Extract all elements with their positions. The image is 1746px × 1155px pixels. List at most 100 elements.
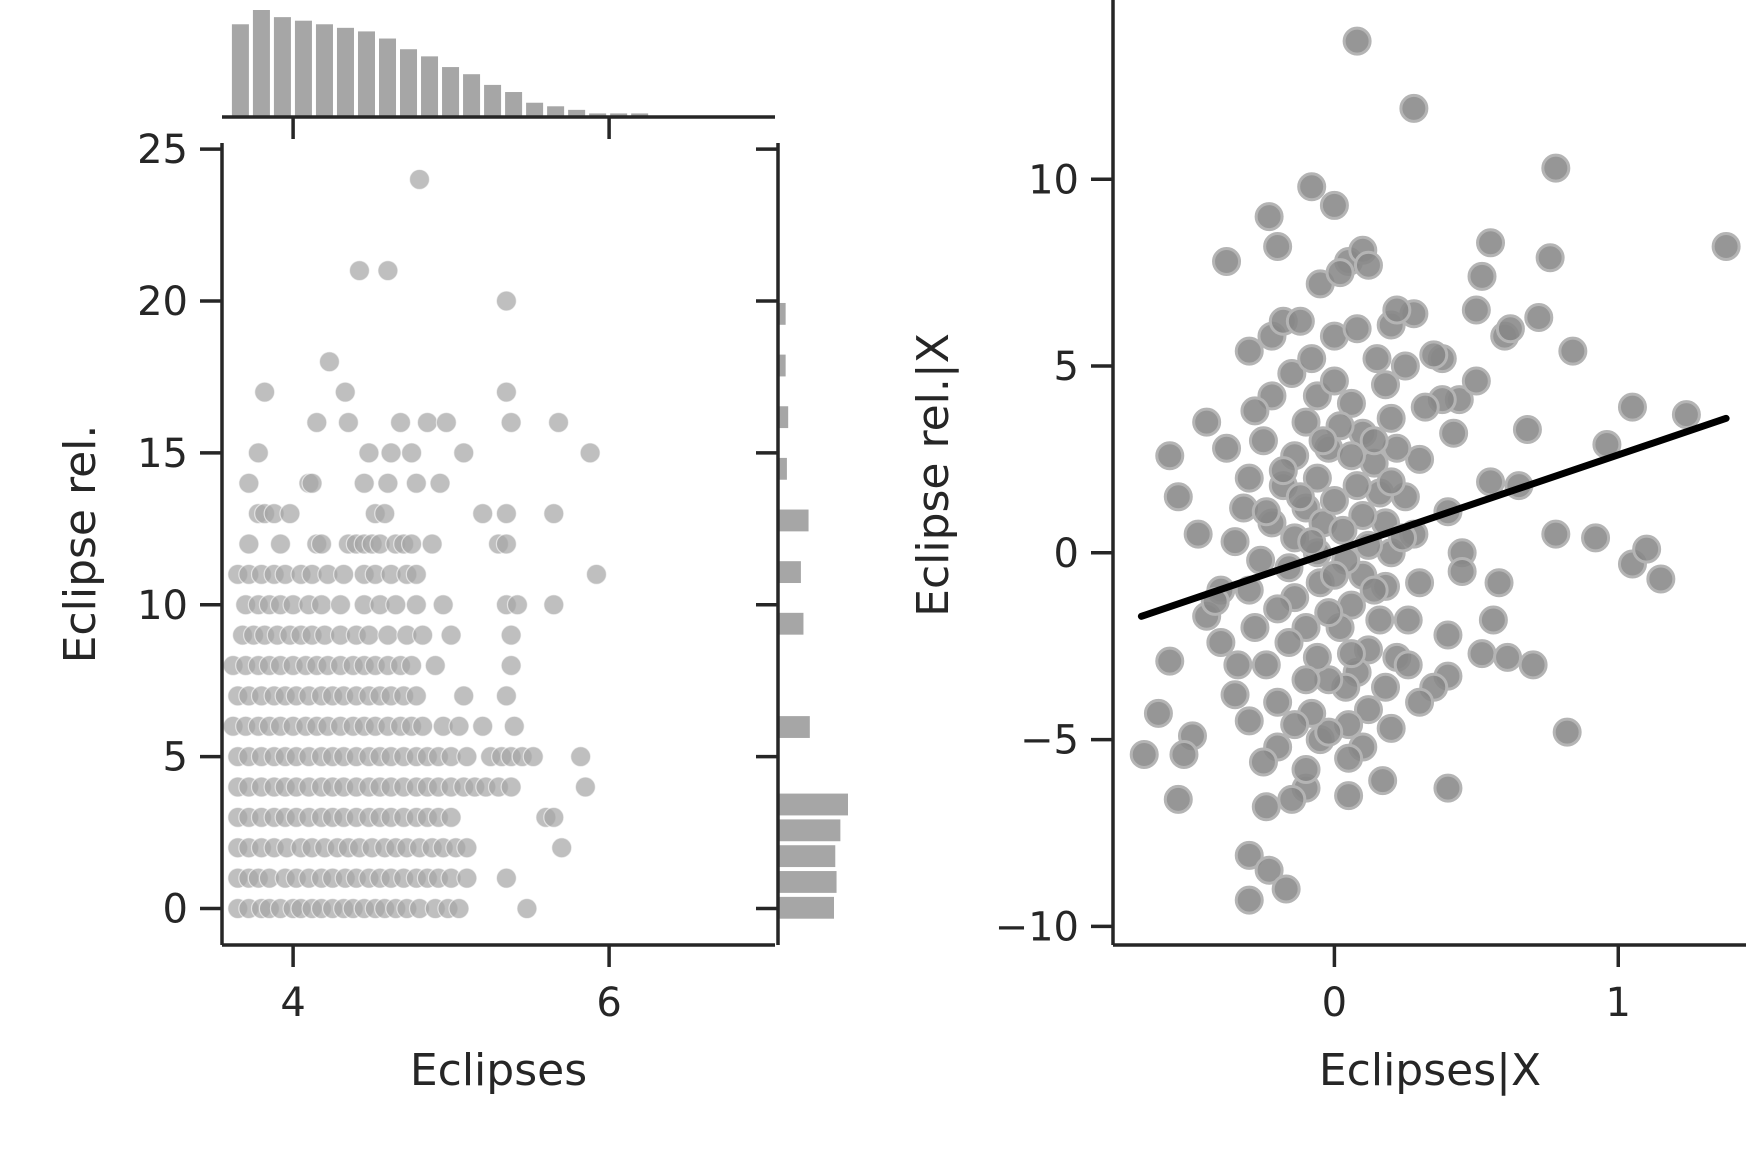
scatter-point <box>495 381 517 403</box>
y-tick-label: 25 <box>137 127 188 173</box>
y-tick-label: 0 <box>163 887 188 933</box>
scatter-point <box>405 685 427 707</box>
scatter-point <box>543 594 565 616</box>
histogram-bar <box>463 74 481 117</box>
histogram-bar <box>778 793 848 816</box>
scatter-point <box>1325 258 1355 288</box>
scatter-point <box>301 472 323 494</box>
scatter-point <box>1711 232 1741 262</box>
scatter-point <box>1212 433 1242 463</box>
histogram-bar <box>631 113 649 117</box>
scatter-point <box>377 624 399 646</box>
scatter-point <box>1155 441 1185 471</box>
scatter-point <box>1163 784 1193 814</box>
scatter-point <box>377 472 399 494</box>
scatter-point <box>1493 642 1523 672</box>
scatter-point <box>585 563 608 585</box>
scatter-point <box>500 411 522 434</box>
fit-line <box>1137 414 1730 620</box>
histogram-bar <box>778 819 841 842</box>
histogram-bar <box>357 31 375 117</box>
scatter-point <box>247 442 269 464</box>
scatter-point <box>1405 687 1435 717</box>
scatter-point <box>1447 556 1477 586</box>
histogram-bar <box>442 67 460 117</box>
scatter-point <box>495 290 517 312</box>
scatter-point <box>1382 295 1412 325</box>
scatter-point <box>1328 515 1358 545</box>
histogram-bar <box>778 612 804 635</box>
histogram-bar <box>505 92 523 117</box>
scatter-point <box>408 168 431 191</box>
scatter-point <box>1512 415 1542 445</box>
scatter-point <box>1342 314 1372 344</box>
scatter-point <box>448 897 470 920</box>
scatter-point <box>1393 650 1423 680</box>
scatter-point <box>1336 441 1366 471</box>
scatter-point <box>1541 153 1571 183</box>
scatter-point <box>1319 560 1349 590</box>
scatter-point <box>405 472 427 494</box>
scatter-point <box>495 685 517 707</box>
scatter-point <box>453 685 475 707</box>
x-tick-label: 4 <box>280 980 305 1026</box>
scatter-point <box>353 472 375 494</box>
scatter-point <box>358 442 380 464</box>
scatter-point <box>1169 740 1199 770</box>
scatter-point <box>1251 497 1281 527</box>
scatter-point <box>570 746 592 768</box>
scatter-point <box>456 837 478 859</box>
scatter-point <box>500 776 522 798</box>
scatter-point <box>1248 426 1278 456</box>
scatter-point <box>1362 344 1392 374</box>
scatter-point <box>500 654 522 677</box>
scatter-point <box>495 503 517 525</box>
scatter-point <box>547 411 570 434</box>
scatter-point <box>1359 575 1389 605</box>
marginal-right-histogram <box>756 143 848 945</box>
histogram-bar <box>778 561 801 584</box>
scatter-point <box>405 594 427 616</box>
scatter-point <box>1552 717 1582 747</box>
scatter-point <box>1365 605 1395 635</box>
scatter-point <box>1336 639 1366 669</box>
regression-line <box>1137 414 1730 620</box>
scatter-point <box>432 594 454 616</box>
scatter-point <box>1220 680 1250 710</box>
histogram-bar <box>336 27 354 117</box>
scatter-point <box>1274 627 1304 657</box>
histogram-bar <box>547 106 565 117</box>
scatter-point <box>1535 243 1565 273</box>
scatter-point <box>1291 754 1321 784</box>
histogram-bar <box>778 896 834 919</box>
y-tick-label: 5 <box>163 735 188 781</box>
histogram-bar <box>400 49 418 117</box>
x-tick-label: 6 <box>596 980 621 1026</box>
scatter-point <box>1223 650 1253 680</box>
scatter-point <box>495 533 517 555</box>
histogram-bar <box>778 302 786 325</box>
scatter-point <box>1342 471 1372 501</box>
scatter-point <box>1248 747 1278 777</box>
y-tick-label: 5 <box>1054 344 1079 390</box>
scatter-point <box>1439 418 1469 448</box>
scatter-point <box>1302 463 1332 493</box>
y-tick-label: −10 <box>995 904 1079 950</box>
scatter-point <box>377 259 399 282</box>
scatter-point <box>306 411 328 434</box>
scatter-point <box>1359 426 1389 456</box>
axes: −10 −5 0 5 10 0 1 <box>995 0 1746 1026</box>
scatter-point <box>416 411 438 434</box>
scatter-point <box>1263 232 1293 262</box>
scatter-point <box>1433 773 1463 803</box>
scatter-point <box>348 259 371 282</box>
scatter-point <box>1336 388 1366 418</box>
scatter-point <box>1297 172 1327 202</box>
scatter-point <box>574 776 597 798</box>
y-axis-label: Eclipse rel. <box>55 425 106 664</box>
scatter-point <box>1433 620 1463 650</box>
scatter-point <box>1297 527 1327 557</box>
y-tick-label: 10 <box>1028 157 1079 203</box>
scatter-point <box>1234 706 1264 736</box>
